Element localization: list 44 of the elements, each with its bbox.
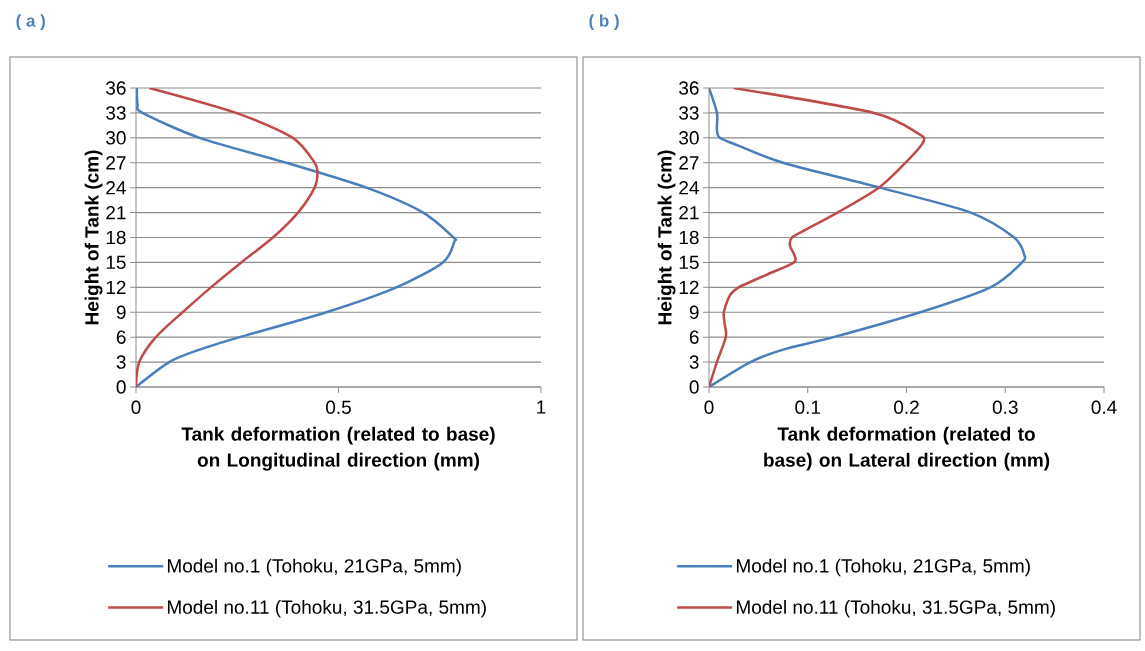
x-tick-label: 0.3 [992,400,1018,414]
y-tick-label: 15 [106,255,126,270]
legend-label: Model no.11 (Tohoku, 31.5GPa, 5mm) [736,599,1055,618]
y-tick-label: 18 [679,230,699,245]
y-axis-title: Height of Tank (cm) [657,150,676,325]
y-tick-label: 0 [116,380,126,394]
y-tick-label: 12 [679,280,699,294]
legend-label: Model no.11 (Tohoku, 31.5GPa, 5mm) [167,599,486,618]
y-tick-label: 27 [679,156,699,170]
x-tick-label: 0 [704,400,714,414]
y-tick-label: 9 [689,305,699,319]
y-axis-title: Height of Tank (cm) [84,150,103,325]
x-tick-label: 0.2 [894,400,919,414]
x-tick-label: 0 [131,400,141,414]
x-tick-label: 0.4 [1091,400,1117,414]
chart-title: ( b ) [589,14,619,31]
x-axis-title: Tank deformation (related to base) on Lateral direction (mm) [764,426,1050,471]
y-tick-label: 12 [106,280,126,294]
legend-label: Model no.1 (Tohoku, 21GPa, 5mm) [736,558,1030,577]
y-tick-label: 6 [689,330,699,344]
y-tick-label: 24 [106,181,126,195]
y-tick-label: 18 [106,230,126,245]
y-tick-label: 3 [689,355,699,369]
y-tick-label: 33 [106,106,126,120]
y-tick-label: 21 [106,205,126,220]
chart-title: ( a ) [16,14,45,31]
y-tick-label: 27 [106,156,126,170]
x-tick-label: 1 [537,400,546,414]
y-tick-label: 15 [679,255,699,270]
y-tick-label: 21 [679,205,699,220]
y-tick-label: 36 [679,81,699,95]
y-tick-label: 0 [689,380,699,394]
y-tick-label: 36 [106,81,126,95]
y-tick-label: 30 [679,131,699,145]
y-tick-label: 9 [116,305,126,319]
x-axis-title: Tank deformation (related to base) on Longitudinal direction (mm) [181,426,495,471]
y-tick-label: 30 [106,131,126,145]
y-tick-label: 6 [116,330,126,344]
y-tick-label: 3 [116,355,126,369]
x-tick-label: 0.5 [326,400,351,414]
y-tick-label: 33 [679,106,699,120]
y-tick-label: 24 [679,181,699,195]
legend-label: Model no.1 (Tohoku, 21GPa, 5mm) [167,558,461,577]
x-tick-label: 0.1 [795,400,821,414]
